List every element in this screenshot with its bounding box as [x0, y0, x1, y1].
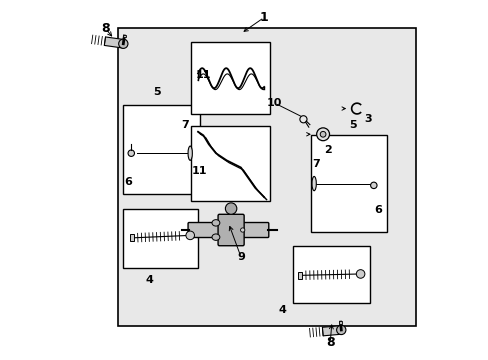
Text: 10: 10 [266, 98, 282, 108]
Bar [118, 28, 415, 327]
Text: 6: 6 [374, 205, 382, 215]
Text: 8: 8 [325, 336, 334, 349]
FancyBboxPatch shape [188, 222, 268, 238]
Circle shape [225, 203, 236, 214]
Text: 4: 4 [145, 275, 153, 285]
Circle shape [370, 182, 376, 189]
Text: 5: 5 [349, 120, 357, 130]
Bar [292, 246, 369, 303]
Bar [297, 272, 302, 279]
FancyBboxPatch shape [218, 214, 244, 246]
Bar [129, 234, 134, 242]
Text: 8: 8 [101, 22, 109, 35]
Bar [123, 105, 200, 194]
Text: 1: 1 [259, 11, 268, 24]
Ellipse shape [212, 220, 220, 226]
Text: 11: 11 [192, 166, 207, 176]
Circle shape [128, 150, 134, 157]
Text: 11: 11 [195, 69, 211, 80]
Bar [190, 42, 269, 114]
Circle shape [356, 270, 364, 278]
Bar [190, 126, 269, 202]
Circle shape [185, 231, 194, 240]
Text: 4: 4 [278, 305, 285, 315]
Polygon shape [322, 326, 341, 336]
Bar [310, 135, 386, 232]
Bar [338, 321, 342, 324]
Ellipse shape [212, 234, 220, 240]
Text: 2: 2 [324, 145, 332, 155]
Text: 3: 3 [363, 114, 371, 124]
Circle shape [316, 128, 329, 141]
Text: 9: 9 [237, 252, 244, 262]
Circle shape [119, 39, 128, 48]
Ellipse shape [188, 146, 192, 160]
Circle shape [336, 325, 345, 334]
Polygon shape [104, 37, 123, 48]
Bar [123, 208, 198, 267]
Bar [122, 35, 126, 37]
Text: 7: 7 [182, 120, 189, 130]
Text: 6: 6 [124, 177, 132, 187]
Circle shape [320, 131, 325, 137]
Circle shape [240, 228, 244, 232]
Ellipse shape [311, 176, 316, 191]
Text: 7: 7 [311, 159, 319, 169]
Text: 5: 5 [153, 87, 161, 98]
